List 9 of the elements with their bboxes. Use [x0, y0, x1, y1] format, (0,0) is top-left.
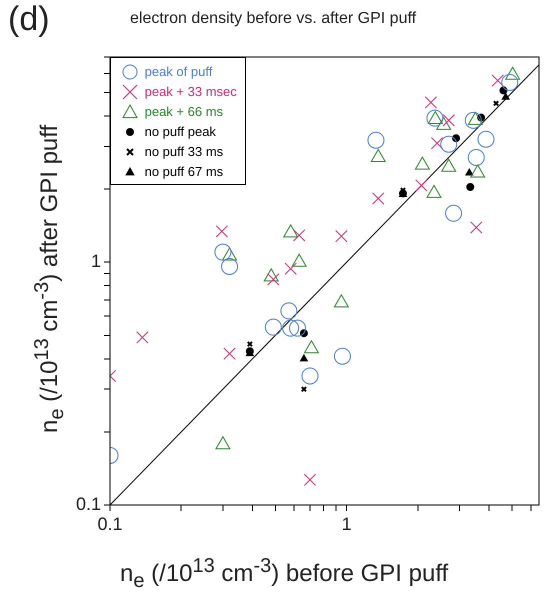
- legend-label: no puff 33 ms: [144, 144, 224, 159]
- legend-label: no puff peak: [144, 124, 216, 139]
- legend-label: no puff 67 ms: [144, 164, 224, 179]
- x-axis-title: n$_{e}$ (/10$^{13}$ cm$^{-3}$) before GPI puff: [120, 555, 448, 593]
- legend-label: peak of puff: [144, 64, 212, 79]
- text: (d): [8, 0, 50, 39]
- legend-label: peak + 66 ms: [144, 104, 224, 119]
- legend-label: peak + 33 msec: [144, 84, 237, 99]
- chart-title: electron density before vs. after GPI puff: [130, 10, 416, 28]
